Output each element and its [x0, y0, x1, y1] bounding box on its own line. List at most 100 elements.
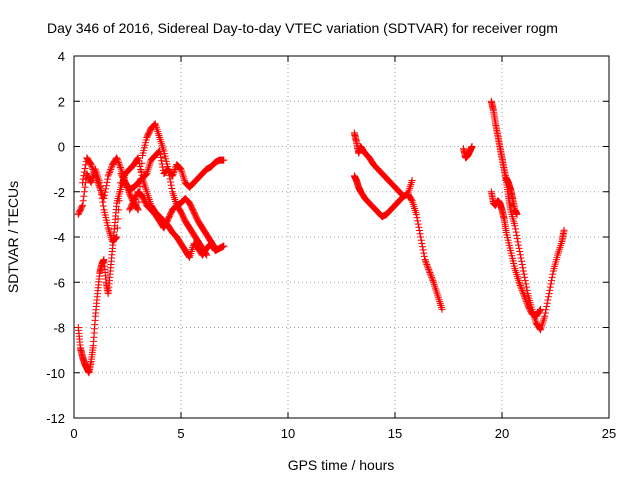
data-point — [106, 230, 114, 238]
data-point — [521, 277, 529, 285]
data-point — [511, 225, 519, 233]
data-point — [113, 224, 121, 232]
data-point — [101, 191, 109, 199]
data-point — [117, 165, 125, 173]
data-point — [121, 179, 129, 187]
data-point — [220, 156, 228, 164]
data-point — [116, 164, 124, 172]
data-point — [159, 163, 167, 171]
series-trace-g — [459, 143, 476, 162]
data-point — [202, 250, 210, 258]
data-point — [514, 238, 522, 246]
x-tick-label: 0 — [70, 426, 77, 441]
data-point — [167, 178, 175, 186]
data-point — [520, 270, 528, 278]
data-point — [406, 182, 414, 190]
data-point — [90, 167, 98, 175]
data-point — [554, 249, 562, 257]
data-point — [142, 184, 150, 192]
series-trace-c — [79, 120, 219, 252]
data-point — [415, 227, 423, 235]
data-point — [433, 290, 441, 298]
data-point — [179, 173, 187, 181]
data-point — [179, 171, 187, 179]
data-point — [168, 185, 176, 193]
series-trace-d — [126, 188, 211, 259]
data-point — [81, 164, 89, 172]
data-point — [138, 159, 146, 167]
grid — [74, 56, 609, 418]
data-point — [134, 154, 142, 162]
data-point — [513, 270, 521, 278]
series-trace-f — [350, 129, 416, 200]
data-point — [518, 260, 526, 268]
data-point — [557, 241, 565, 249]
data-point — [419, 246, 427, 254]
data-point — [155, 132, 163, 140]
data-point — [407, 180, 415, 188]
data-point — [544, 293, 552, 301]
data-point — [412, 208, 420, 216]
y-tick-label: -8 — [53, 321, 65, 336]
y-tick-label: -4 — [53, 230, 65, 245]
data-point — [522, 296, 530, 304]
data-point — [136, 183, 144, 191]
data-point — [94, 180, 102, 188]
y-tick-label: 2 — [58, 94, 65, 109]
data-points — [74, 97, 568, 377]
data-point — [79, 179, 87, 187]
data-point — [555, 247, 563, 255]
data-point — [145, 162, 153, 170]
data-point — [515, 276, 523, 284]
data-point — [523, 299, 531, 307]
data-point — [536, 306, 544, 314]
x-tick-label: 20 — [495, 426, 509, 441]
data-point — [101, 188, 109, 196]
data-point — [512, 228, 520, 236]
data-point — [546, 286, 554, 294]
data-point — [537, 305, 545, 313]
data-point — [425, 265, 433, 273]
data-point — [168, 188, 176, 196]
data-point — [170, 167, 178, 175]
chart-title: Day 346 of 2016, Sidereal Day-to-day VTE… — [47, 20, 558, 36]
data-point — [435, 296, 443, 304]
data-point — [543, 302, 551, 310]
data-point — [81, 183, 89, 191]
data-point — [157, 153, 165, 161]
data-point — [556, 243, 564, 251]
data-point — [159, 143, 167, 151]
data-point — [519, 288, 527, 296]
data-point — [100, 195, 108, 203]
data-point — [560, 226, 568, 234]
data-point — [468, 143, 476, 150]
data-point — [114, 157, 122, 165]
data-point — [421, 256, 429, 264]
data-point — [78, 203, 86, 211]
data-point — [99, 198, 107, 206]
data-point — [516, 248, 524, 256]
data-point — [79, 197, 87, 205]
data-point — [420, 249, 428, 257]
data-point — [521, 293, 529, 301]
data-point — [143, 188, 151, 196]
data-point — [105, 170, 113, 178]
data-point — [434, 294, 442, 302]
data-point — [157, 137, 165, 145]
data-point — [137, 175, 145, 183]
data-point — [94, 178, 102, 186]
data-point — [518, 286, 526, 294]
data-point — [410, 203, 418, 211]
data-point — [104, 172, 112, 180]
data-point — [408, 176, 416, 184]
data-point — [540, 316, 548, 324]
data-point — [97, 186, 105, 194]
data-point — [415, 223, 423, 231]
data-point — [115, 159, 123, 167]
data-point — [169, 170, 177, 178]
data-point — [543, 299, 551, 307]
data-point — [211, 244, 219, 252]
data-point — [142, 186, 150, 194]
data-point — [519, 264, 527, 272]
